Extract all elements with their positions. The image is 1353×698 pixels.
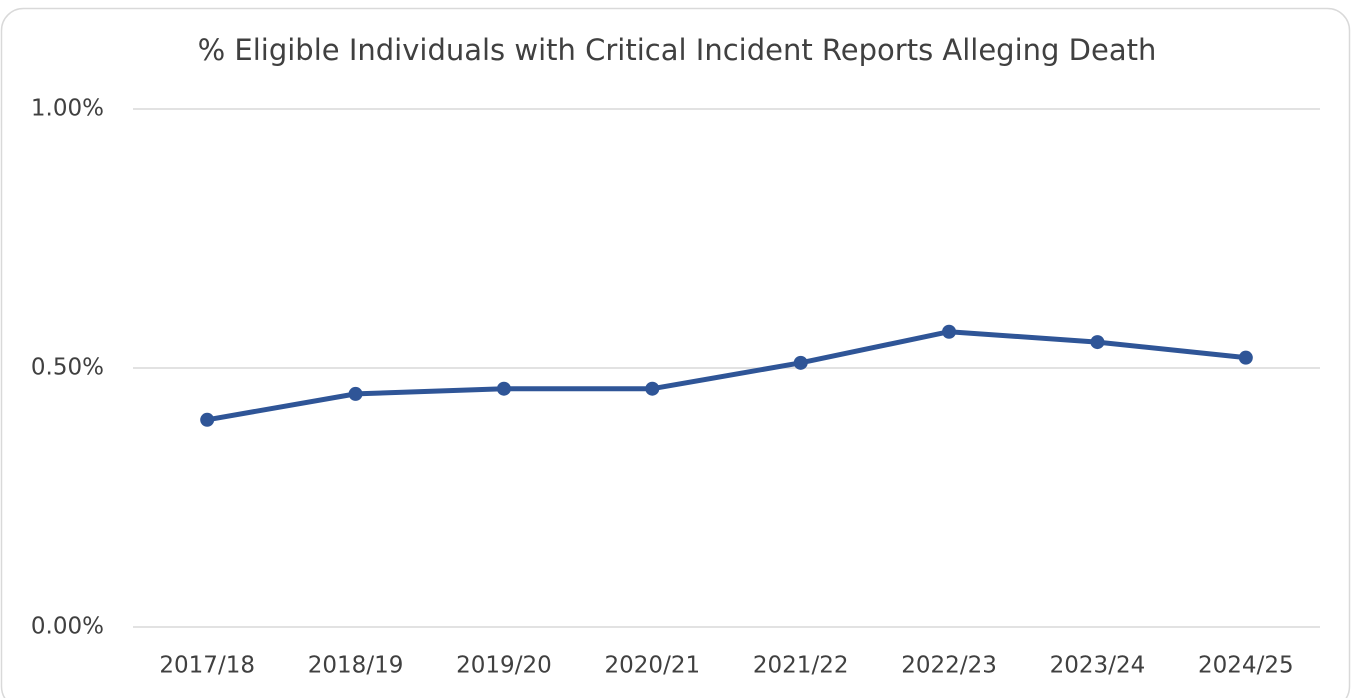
x-tick-label: 2021/22 [753, 653, 849, 679]
data-point [942, 324, 957, 339]
chart-border [0, 7, 1351, 698]
x-tick-label: 2024/25 [1198, 653, 1294, 679]
x-tick-label: 2018/19 [308, 653, 404, 679]
x-tick-label: 2020/21 [605, 653, 701, 679]
chart-title: % Eligible Individuals with Critical Inc… [198, 33, 1157, 67]
data-point [496, 381, 511, 396]
data-point [645, 381, 660, 396]
y-tick-label: 1.00% [31, 96, 104, 122]
x-tick-label: 2019/20 [456, 653, 552, 679]
data-point [793, 355, 808, 370]
data-line [206, 329, 1247, 423]
data-point [200, 412, 215, 427]
y-tick-label: 0.50% [31, 355, 104, 381]
data-point [1238, 350, 1253, 365]
data-point [1090, 335, 1105, 350]
x-tick-label: 2017/18 [159, 653, 255, 679]
x-tick-label: 2022/23 [901, 653, 997, 679]
y-tick-label: 0.00% [31, 614, 104, 640]
data-point [348, 386, 363, 401]
x-tick-label: 2023/24 [1050, 653, 1146, 679]
